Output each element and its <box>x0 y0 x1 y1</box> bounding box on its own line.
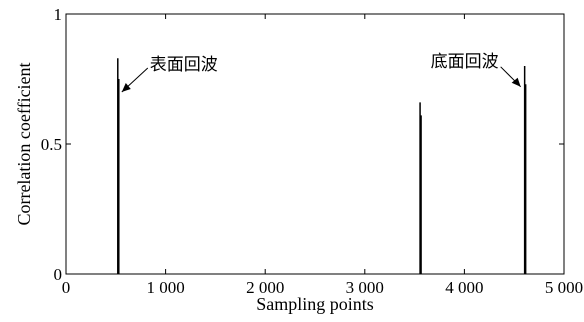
annotation-arrowhead <box>511 77 521 87</box>
annotations: 表面回波 底面回波 <box>121 52 522 93</box>
x-axis-label: Sampling points <box>256 294 374 314</box>
annotation-surface-echo: 表面回波 <box>150 55 218 75</box>
y-tick-label: 1 <box>54 5 63 24</box>
annotation-arrowhead <box>121 83 131 92</box>
annotation-bottom-echo: 底面回波 <box>431 52 499 72</box>
y-tick-label: 0 <box>54 265 63 284</box>
axis-ticks: 0 1 000 2 000 3 000 4 000 5 000 0 0.5 1 <box>41 5 583 297</box>
y-tick-label: 0.5 <box>41 135 62 154</box>
x-tick-label: 3 000 <box>346 278 384 297</box>
data-series <box>117 58 527 274</box>
x-tick-label: 5 000 <box>545 278 583 297</box>
x-tick-label: 1 000 <box>146 278 184 297</box>
x-tick-label: 4 000 <box>445 278 483 297</box>
x-tick-label: 2 000 <box>246 278 284 297</box>
x-tick-label: 0 <box>62 278 71 297</box>
y-axis-label: Correlation coefficient <box>14 62 34 225</box>
